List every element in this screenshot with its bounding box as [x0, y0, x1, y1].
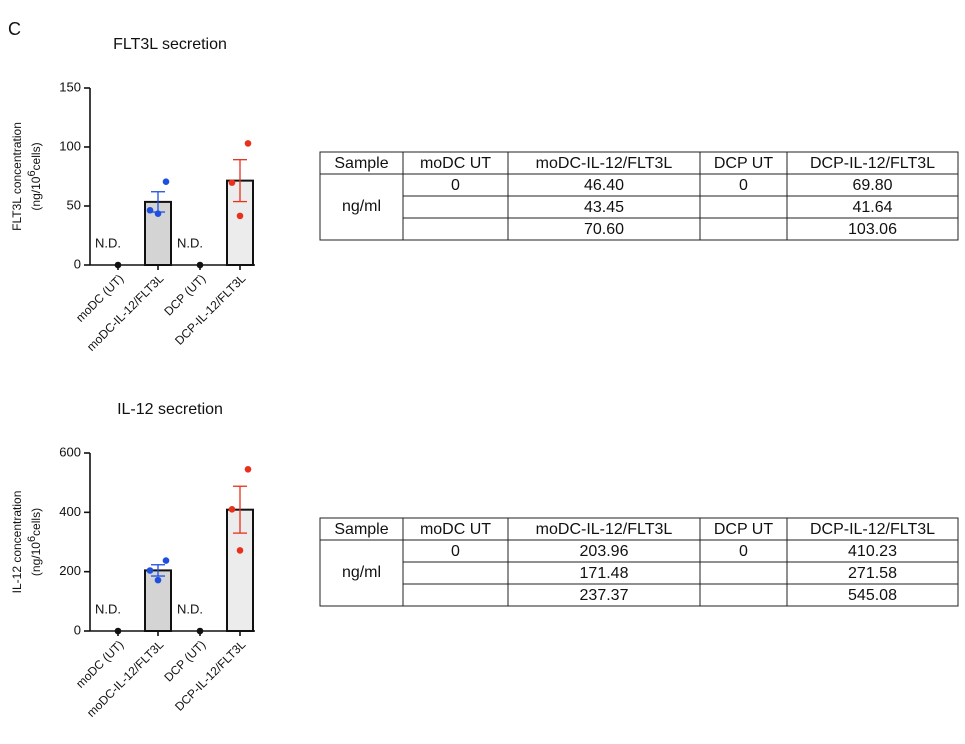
table-header: moDC-IL-12/FLT3L	[536, 155, 673, 172]
unit-rest: cells)	[29, 508, 43, 536]
unit-sup: 6	[26, 536, 38, 542]
table-cell: 46.40	[584, 177, 624, 194]
table-header: DCP UT	[714, 521, 773, 538]
y-tick-label: 400	[59, 504, 81, 519]
table-header: DCP-IL-12/FLT3L	[810, 521, 935, 538]
table-cell: 0	[739, 543, 748, 560]
y-tick-label: 200	[59, 563, 81, 578]
data-point	[114, 627, 122, 635]
annotation: N.D.	[95, 235, 121, 250]
data-point	[196, 627, 204, 635]
table-cell: 171.48	[580, 565, 629, 582]
table-header: moDC UT	[420, 521, 491, 538]
unit-rest: cells)	[29, 142, 43, 170]
data-point	[236, 212, 244, 220]
data-point	[196, 261, 204, 269]
y-tick-label: 600	[59, 444, 81, 459]
x-tick-label: moDC-IL-12/FLT3L	[84, 637, 167, 720]
unit-base: (ng/10	[29, 542, 43, 576]
annotation: N.D.	[177, 235, 203, 250]
table-header: moDC-IL-12/FLT3L	[536, 521, 673, 538]
y-tick-label: 150	[59, 79, 81, 94]
unit-sup: 6	[26, 170, 38, 176]
data-point	[154, 210, 162, 218]
table-cell: 410.23	[848, 543, 897, 560]
table-cell: 0	[739, 177, 748, 194]
data-point	[154, 576, 162, 584]
data-point	[236, 547, 244, 554]
table-cell: 70.60	[584, 221, 624, 238]
table-cell: 203.96	[580, 543, 629, 560]
data-point	[228, 505, 236, 513]
table-cell: 69.80	[852, 177, 892, 194]
y-tick-label: 0	[74, 256, 81, 271]
table-header: DCP UT	[714, 155, 773, 172]
row-label: ng/ml	[342, 564, 381, 581]
table-header: Sample	[334, 521, 388, 538]
data-point	[146, 567, 154, 574]
chart-title: IL-12 secretion	[117, 401, 223, 418]
data-point	[244, 465, 252, 473]
table-cell: 545.08	[848, 587, 897, 604]
table-cell: 271.58	[848, 565, 897, 582]
table-header: moDC UT	[420, 155, 491, 172]
chart-title: FLT3L secretion	[113, 36, 227, 53]
y-tick-label: 100	[59, 138, 81, 153]
panel-label: C	[8, 19, 21, 39]
y-tick-label: 0	[74, 622, 81, 637]
data-point	[114, 261, 122, 269]
y-axis-label: FLT3L concentration	[10, 122, 24, 231]
data-point	[244, 140, 252, 147]
table-cell: 103.06	[848, 221, 897, 238]
x-tick-label: DCP-IL-12/FLT3L	[172, 637, 248, 713]
table-header: Sample	[334, 155, 388, 172]
y-axis-label: IL-12 concentration	[10, 491, 24, 594]
data-point	[162, 557, 170, 564]
data-point	[162, 178, 170, 185]
data-point	[146, 206, 154, 214]
annotation: N.D.	[95, 601, 121, 616]
table-cell: 41.64	[852, 199, 892, 216]
x-tick-label: DCP-IL-12/FLT3L	[172, 271, 248, 347]
x-tick-label: moDC-IL-12/FLT3L	[84, 271, 167, 354]
table-cell: 43.45	[584, 199, 624, 216]
unit-base: (ng/10	[29, 176, 43, 210]
data-point	[228, 179, 236, 186]
y-axis-unit: (ng/106cells)	[26, 142, 43, 210]
table-header: DCP-IL-12/FLT3L	[810, 155, 935, 172]
table-cell: 237.37	[580, 587, 629, 604]
annotation: N.D.	[177, 601, 203, 616]
y-axis-unit: (ng/106cells)	[26, 508, 43, 576]
table-cell: 0	[451, 177, 460, 194]
table-cell: 0	[451, 543, 460, 560]
y-tick-label: 50	[67, 197, 81, 212]
row-label: ng/ml	[342, 198, 381, 215]
